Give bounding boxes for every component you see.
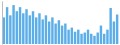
bar (16, 11, 18, 44)
bar (90, 34, 92, 44)
plot (3, 2, 119, 45)
bar (67, 30, 69, 44)
bar (38, 13, 40, 44)
bar (29, 15, 31, 44)
bar (22, 13, 24, 44)
bar (74, 32, 76, 44)
bar (77, 30, 79, 44)
bar (80, 34, 82, 44)
bar (58, 20, 60, 44)
bar (100, 26, 102, 44)
bar (109, 8, 111, 44)
y-axis-line (2, 2, 3, 45)
bar (6, 7, 8, 44)
bar (64, 24, 66, 44)
bar (71, 28, 73, 44)
bar (84, 33, 86, 44)
bar (12, 5, 14, 44)
bar (48, 21, 50, 44)
bar (51, 17, 53, 44)
bar (97, 33, 99, 44)
bar (61, 26, 63, 44)
chart (0, 0, 120, 45)
bar (25, 9, 27, 44)
bar (116, 15, 118, 44)
bar (9, 15, 11, 44)
bar (3, 17, 5, 44)
bar (106, 30, 108, 44)
bar (35, 17, 37, 44)
bars (3, 5, 119, 44)
bar (41, 19, 43, 44)
bar (45, 15, 47, 44)
bar (113, 21, 115, 44)
y-axis (2, 2, 3, 45)
bar (19, 7, 21, 44)
bar (87, 30, 89, 44)
bar (103, 34, 105, 44)
bar (93, 36, 95, 44)
bar (54, 24, 56, 44)
bar (32, 11, 34, 44)
